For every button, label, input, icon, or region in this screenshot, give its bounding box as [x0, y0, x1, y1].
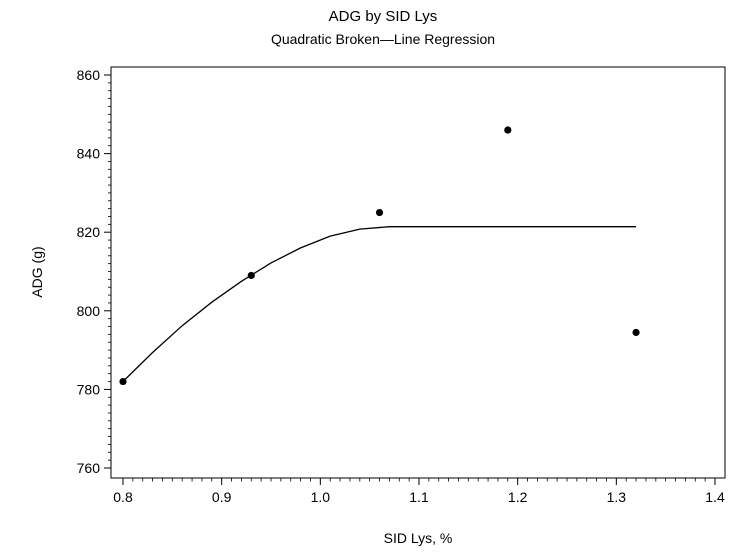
data-point: [375, 208, 384, 217]
y-axis: 760 780 800 820 840 860: [77, 67, 111, 476]
data-points: [119, 126, 640, 386]
x-tick-label: 0.8: [113, 489, 133, 505]
y-tick-label: 760: [77, 460, 101, 476]
x-tick-label: 1.3: [607, 489, 627, 505]
plot-frame: [110, 66, 726, 479]
data-point: [504, 126, 512, 134]
x-tick-label: 1.2: [508, 489, 528, 505]
y-tick-label: 780: [77, 381, 101, 397]
chart-title: ADG by SID Lys: [329, 8, 438, 25]
y-tick-label: 820: [77, 224, 101, 240]
x-tick-label: 0.9: [212, 489, 232, 505]
regression-line: [122, 226, 637, 382]
data-point: [119, 377, 127, 386]
chart-subtitle: Quadratic Broken—Line Regression: [271, 31, 495, 47]
x-axis-label: SID Lys, %: [384, 530, 453, 546]
data-point: [247, 271, 255, 280]
y-tick-label: 800: [77, 303, 101, 319]
x-tick-label: 1.0: [311, 489, 331, 505]
x-axis: 0.8 0.9 1.0 1.1 1.2 1.3 1.4: [113, 478, 725, 505]
data-point: [632, 328, 640, 337]
y-tick-label: 840: [77, 146, 101, 162]
y-axis-label: ADG (g): [29, 246, 45, 297]
y-tick-label: 860: [77, 67, 101, 83]
x-tick-label: 1.4: [705, 489, 725, 505]
x-tick-label: 1.1: [409, 489, 429, 505]
